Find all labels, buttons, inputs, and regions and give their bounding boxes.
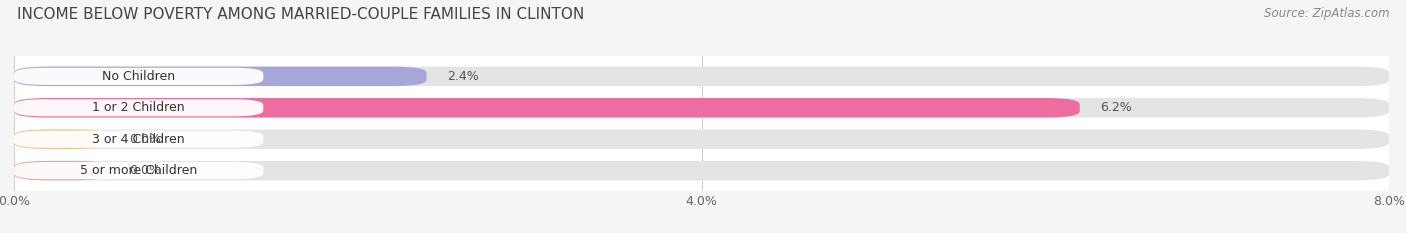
Text: 2.4%: 2.4%	[447, 70, 479, 83]
Text: 0.0%: 0.0%	[129, 164, 162, 177]
FancyBboxPatch shape	[14, 67, 1389, 86]
FancyBboxPatch shape	[14, 67, 426, 86]
Text: 5 or more Children: 5 or more Children	[80, 164, 197, 177]
FancyBboxPatch shape	[14, 98, 1080, 117]
FancyBboxPatch shape	[14, 98, 1389, 117]
Text: Source: ZipAtlas.com: Source: ZipAtlas.com	[1264, 7, 1389, 20]
FancyBboxPatch shape	[14, 68, 263, 85]
FancyBboxPatch shape	[14, 130, 1389, 149]
FancyBboxPatch shape	[14, 161, 1389, 180]
Text: 6.2%: 6.2%	[1101, 101, 1132, 114]
Text: 0.0%: 0.0%	[129, 133, 162, 146]
FancyBboxPatch shape	[14, 130, 108, 149]
Text: 3 or 4 Children: 3 or 4 Children	[93, 133, 186, 146]
Text: 1 or 2 Children: 1 or 2 Children	[93, 101, 186, 114]
FancyBboxPatch shape	[14, 131, 263, 148]
FancyBboxPatch shape	[14, 99, 263, 116]
FancyBboxPatch shape	[14, 161, 108, 180]
FancyBboxPatch shape	[14, 162, 263, 179]
Text: No Children: No Children	[103, 70, 176, 83]
Text: INCOME BELOW POVERTY AMONG MARRIED-COUPLE FAMILIES IN CLINTON: INCOME BELOW POVERTY AMONG MARRIED-COUPL…	[17, 7, 583, 22]
